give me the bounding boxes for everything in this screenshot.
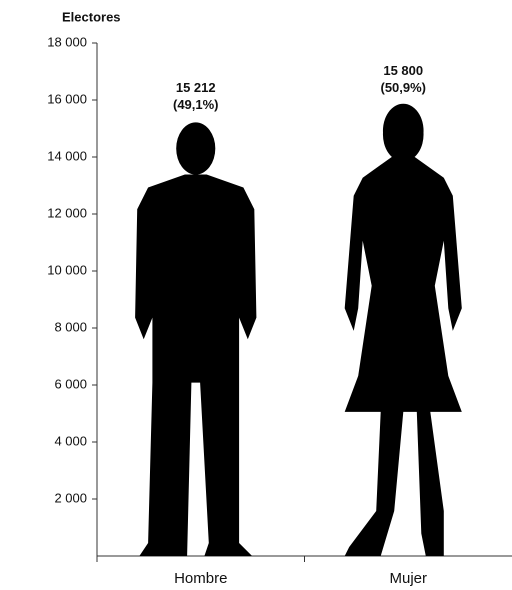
pictogram bbox=[344, 103, 462, 556]
pictogram bbox=[135, 122, 257, 556]
y-tick-label: 8 000 bbox=[54, 319, 87, 334]
y-tick-label: 2 000 bbox=[54, 490, 87, 505]
y-tick-label: 14 000 bbox=[47, 148, 87, 163]
percent-label: (50,9%) bbox=[380, 80, 426, 95]
y-tick-label: 4 000 bbox=[54, 433, 87, 448]
y-tick-label: 18 000 bbox=[47, 34, 87, 49]
y-tick-label: 6 000 bbox=[54, 376, 87, 391]
y-tick-label: 16 000 bbox=[47, 91, 87, 106]
value-label: 15 800 bbox=[383, 63, 423, 78]
x-tick-label: Hombre bbox=[174, 570, 227, 587]
percent-label: (49,1%) bbox=[173, 97, 219, 112]
y-tick-label: 10 000 bbox=[47, 262, 87, 277]
x-tick-label: Mujer bbox=[389, 570, 427, 587]
y-tick-label: 12 000 bbox=[47, 205, 87, 220]
y-axis-label: Electores bbox=[62, 9, 121, 24]
value-label: 15 212 bbox=[176, 80, 216, 95]
